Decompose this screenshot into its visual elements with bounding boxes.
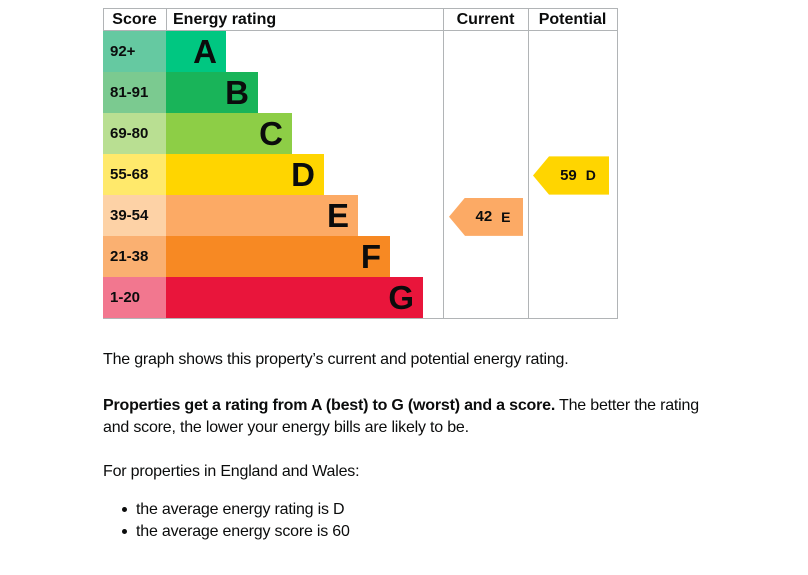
graph-description-text: The graph shows this property’s current …: [103, 351, 569, 368]
chart-header-row: Score Energy rating Current Potential: [103, 9, 617, 31]
list-item: the average energy score is 60: [122, 521, 717, 543]
potential-score: 59: [560, 166, 577, 184]
rating-explanation-rest: The better the rating and score, the low…: [103, 397, 699, 436]
band-score-range: 55-68: [103, 154, 166, 195]
band-bar: B: [166, 72, 258, 113]
band-bar: E: [166, 195, 358, 236]
current-column-divider: [443, 9, 444, 318]
current-rating-arrow: 42 E: [449, 197, 523, 236]
band-letter: B: [225, 74, 249, 111]
band-row: 55-68 D: [103, 154, 617, 195]
header-left-border: [103, 9, 104, 31]
potential-grade: D: [585, 167, 596, 184]
regions-heading: For properties in England and Wales:: [103, 463, 360, 480]
band-row: 92+ A: [103, 31, 617, 72]
band-score-range: 92+: [103, 31, 166, 72]
band-letter: E: [326, 197, 349, 234]
potential-rating-arrow: 59 D: [533, 156, 609, 195]
band-letter: D: [291, 156, 315, 193]
band-letter: A: [193, 33, 217, 70]
potential-column-divider: [528, 9, 529, 318]
rating-explanation-text: Properties get a rating from A (best) to…: [103, 395, 717, 439]
band-row: 69-80 C: [103, 113, 617, 154]
energy-rating-column-header: Energy rating: [173, 10, 277, 28]
average-facts-list: the average energy rating is D the avera…: [103, 499, 717, 543]
band-score-range: 69-80: [103, 113, 166, 154]
band-bar: C: [166, 113, 292, 154]
band-score-range: 81-91: [103, 72, 166, 113]
band-letter: G: [388, 279, 414, 316]
potential-column-header: Potential: [538, 10, 607, 28]
current-score: 42: [475, 208, 493, 226]
band-letter: F: [360, 238, 381, 275]
rating-explanation-bold: Properties get a rating from A (best) to…: [103, 397, 556, 414]
score-column-header: Score: [112, 10, 157, 28]
explanatory-text: The graph shows this property’s current …: [103, 349, 717, 543]
band-bar: F: [166, 236, 390, 277]
header-score-divider: [166, 9, 167, 31]
band-rows: 92+ A 81-91 B 69-80 C 55-68 D 39-54 E 21…: [103, 31, 617, 318]
band-score-range: 21-38: [103, 236, 166, 277]
epc-rating-chart: Score Energy rating Current Potential 92…: [103, 8, 618, 319]
band-letter: C: [259, 115, 283, 152]
current-grade: E: [501, 208, 511, 225]
band-row: 21-38 F: [103, 236, 617, 277]
band-row: 1-20 G: [103, 277, 617, 318]
current-column-header: Current: [456, 10, 515, 28]
band-bar: G: [166, 277, 423, 318]
list-item: the average energy rating is D: [122, 499, 717, 521]
band-row: 81-91 B: [103, 72, 617, 113]
band-row: 39-54 E: [103, 195, 617, 236]
band-score-range: 39-54: [103, 195, 166, 236]
band-bar: A: [166, 31, 226, 72]
band-score-range: 1-20: [103, 277, 166, 318]
band-bar: D: [166, 154, 324, 195]
